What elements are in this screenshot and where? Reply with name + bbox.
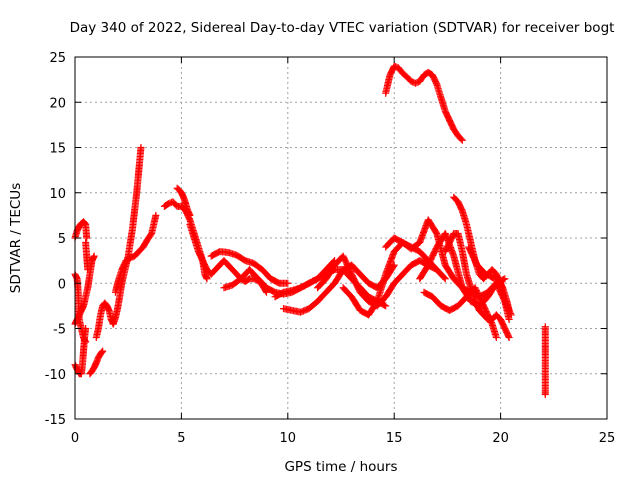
y-tick-label: -5 — [53, 323, 66, 338]
y-tick-label: 5 — [58, 232, 66, 247]
data-point — [98, 348, 106, 356]
data-point — [83, 234, 91, 242]
data-point — [505, 306, 513, 314]
data-point — [440, 274, 448, 282]
x-tick-label: 10 — [280, 431, 297, 446]
y-tick-label: 15 — [49, 142, 66, 157]
data-points — [71, 62, 549, 399]
series-arc-8 — [109, 144, 145, 328]
series-arc-11 — [173, 184, 194, 219]
series-arc-25 — [382, 62, 466, 144]
series-arc-13 — [207, 248, 292, 287]
data-point — [541, 391, 549, 399]
x-tick-label: 25 — [599, 431, 616, 446]
data-point — [505, 332, 513, 340]
x-axis-label: GPS time / hours — [284, 459, 397, 475]
data-point — [82, 325, 90, 332]
data-point — [137, 144, 145, 151]
data-point — [505, 334, 513, 342]
x-tick-label: 5 — [177, 431, 185, 446]
series-arc-26 — [541, 323, 549, 399]
series-arc-4 — [71, 252, 98, 328]
data-point — [186, 211, 194, 219]
x-tick-label: 15 — [386, 431, 403, 446]
y-axis-label: SDTVAR / TECUs — [8, 183, 24, 293]
data-point — [492, 334, 500, 342]
data-point — [382, 302, 390, 310]
series-arc-9 — [111, 211, 160, 296]
series-arc-1 — [71, 218, 91, 242]
axis-ticks: 0 5 10 15 20 25 -15 -10 -5 0 5 10 15 20 25 — [45, 51, 616, 446]
series-arc-19 — [382, 216, 515, 319]
grid — [75, 57, 607, 419]
data-point — [99, 347, 107, 355]
x-tick-label: 0 — [71, 431, 79, 446]
data-point — [501, 275, 509, 283]
series-arc-24 — [465, 243, 513, 314]
y-tick-label: -10 — [45, 368, 66, 383]
data-point — [203, 275, 211, 283]
x-tick-label: 20 — [492, 431, 509, 446]
chart-title: Day 340 of 2022, Sidereal Day-to-day VTE… — [70, 20, 615, 36]
data-point — [90, 252, 98, 260]
data-point — [458, 136, 466, 144]
data-point — [389, 262, 397, 270]
y-tick-label: 10 — [49, 187, 66, 202]
data-point — [457, 135, 465, 143]
y-tick-label: 20 — [49, 96, 66, 111]
data-point — [441, 275, 449, 283]
y-tick-label: 0 — [58, 277, 66, 292]
data-point — [152, 211, 160, 219]
data-point — [284, 279, 292, 287]
y-tick-label: -15 — [45, 413, 66, 428]
series-arc-22 — [441, 229, 513, 342]
series-arc-6 — [86, 347, 107, 378]
y-tick-label: 25 — [49, 51, 66, 66]
data-point — [380, 301, 388, 309]
data-point — [505, 315, 513, 323]
